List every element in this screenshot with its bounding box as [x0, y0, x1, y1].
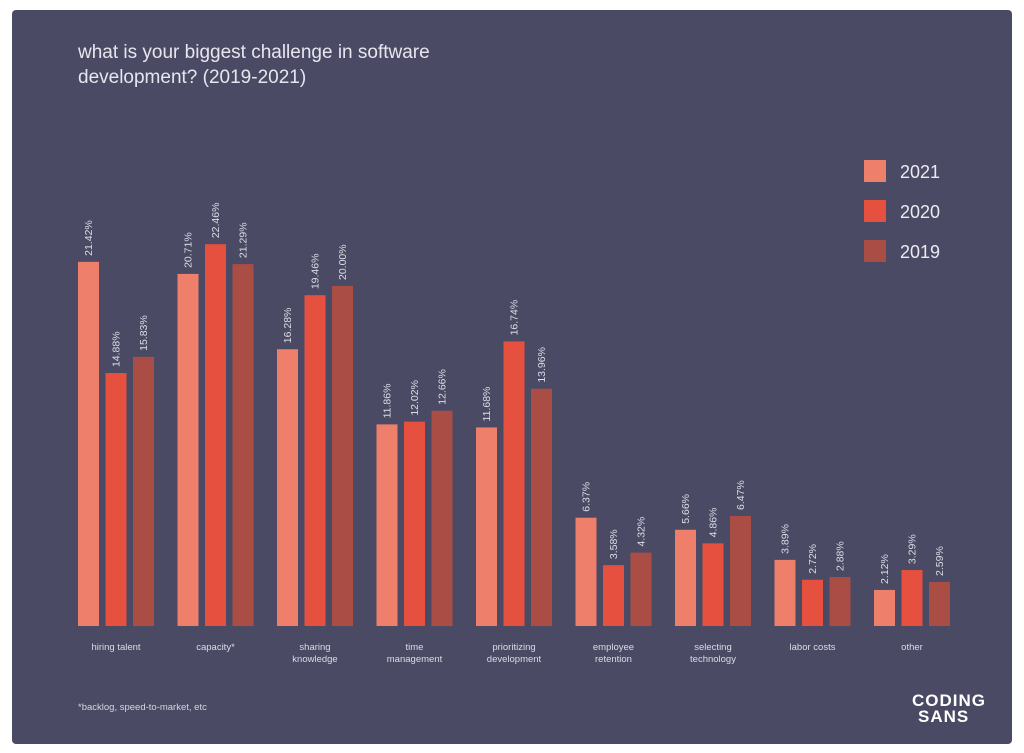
value-label-2019-0: 15.83% — [138, 315, 150, 351]
bar-2020-8 — [901, 570, 923, 626]
value-label-2021-2: 16.28% — [282, 308, 294, 344]
value-label-2019-3: 12.66% — [437, 369, 449, 405]
value-label-2019-8: 2.59% — [934, 546, 946, 576]
bar-2020-3 — [404, 421, 425, 626]
bar-2021-0 — [78, 261, 99, 626]
value-label-2021-6: 5.66% — [680, 494, 692, 524]
value-label-2021-5: 6.37% — [581, 482, 593, 512]
bar-2019-3 — [431, 410, 453, 626]
bar-2021-2 — [277, 349, 298, 626]
value-label-2021-8: 2.12% — [879, 554, 891, 584]
brand-logo-line-1: CODING — [912, 691, 986, 710]
footnote: *backlog, speed-to-market, etc — [78, 702, 207, 713]
bar-2020-0 — [105, 373, 127, 626]
bar-2021-6 — [675, 529, 696, 626]
legend-swatch-2020 — [864, 200, 886, 222]
chart-title-line-1: what is your biggest challenge in softwa… — [78, 42, 430, 63]
bar-2020-4 — [503, 341, 525, 626]
category-label-2-1: knowledge — [292, 654, 337, 665]
brand-logo: CODING SANS — [912, 691, 986, 726]
chart-title: what is your biggest challenge in softwa… — [78, 40, 538, 90]
bar-2020-7 — [802, 579, 823, 626]
value-label-2020-4: 16.74% — [509, 300, 521, 336]
category-label-6-0: selecting — [694, 642, 732, 653]
value-label-2019-6: 6.47% — [735, 480, 747, 510]
legend-swatch-2021 — [864, 160, 886, 182]
value-label-2020-7: 2.72% — [807, 544, 819, 574]
category-label-7-0: labor costs — [790, 642, 836, 653]
legend-swatch-2019 — [864, 240, 886, 262]
chart-card: what is your biggest challenge in softwa… — [12, 10, 1012, 744]
value-label-2021-0: 21.42% — [83, 220, 95, 256]
legend-label-2020: 2020 — [900, 202, 940, 222]
bar-2019-6 — [730, 516, 751, 626]
value-label-2020-2: 19.46% — [310, 254, 322, 290]
value-label-2019-2: 20.00% — [337, 244, 349, 280]
chart-title-line-2: development? (2019-2021) — [78, 67, 307, 88]
bar-2019-4 — [531, 388, 552, 626]
value-label-2019-7: 2.88% — [835, 541, 847, 571]
category-label-5-1: retention — [595, 654, 632, 665]
value-label-2019-1: 21.29% — [238, 222, 250, 258]
bar-2021-4 — [476, 427, 497, 626]
bar-2019-8 — [929, 581, 950, 626]
legend-label-2021: 2021 — [900, 162, 940, 182]
value-label-2021-3: 11.86% — [382, 384, 394, 419]
category-label-3-0: time — [406, 642, 424, 653]
value-label-2020-6: 4.86% — [708, 508, 720, 538]
brand-logo-line-2: SANS — [918, 707, 970, 726]
category-label-4-1: development — [487, 654, 542, 665]
category-label-0-0: hiring talent — [91, 642, 140, 653]
value-label-2020-8: 3.29% — [907, 534, 919, 564]
value-label-2020-5: 3.58% — [608, 529, 620, 559]
category-label-3-1: management — [387, 654, 443, 665]
value-label-2021-1: 20.71% — [183, 232, 195, 268]
bar-2020-6 — [702, 543, 724, 626]
bar-2019-7 — [829, 577, 851, 626]
bar-2019-1 — [232, 264, 254, 626]
category-label-6-1: technology — [690, 654, 736, 665]
category-label-8-0: other — [901, 642, 923, 653]
category-label-1-0: capacity* — [196, 642, 235, 653]
bar-2020-1 — [205, 244, 226, 626]
bar-2021-3 — [376, 424, 398, 626]
value-label-2020-1: 22.46% — [210, 203, 222, 239]
bar-2021-1 — [177, 273, 199, 626]
value-label-2020-0: 14.88% — [111, 331, 123, 367]
bar-2019-0 — [133, 356, 154, 626]
value-label-2020-3: 12.02% — [409, 380, 421, 416]
category-label-4-0: prioritizing — [492, 642, 535, 653]
value-label-2021-4: 11.68% — [481, 387, 493, 422]
bar-2020-5 — [603, 565, 624, 626]
bar-2019-5 — [630, 552, 652, 626]
bar-2021-7 — [774, 559, 796, 626]
bar-2021-5 — [575, 517, 597, 626]
legend-label-2019: 2019 — [900, 242, 940, 262]
bar-2019-2 — [332, 286, 353, 626]
bar-chart: 21.42% 14.88% 15.83% hiring talent 20.71% 22.… — [78, 160, 950, 665]
value-label-2021-7: 3.89% — [780, 524, 792, 554]
value-label-2019-4: 13.96% — [536, 347, 548, 383]
bar-2021-8 — [874, 589, 895, 626]
bar-2020-2 — [304, 295, 326, 626]
category-label-5-0: employee — [593, 642, 634, 653]
value-label-2019-5: 4.32% — [636, 517, 648, 547]
category-label-2-0: sharing — [299, 642, 330, 653]
